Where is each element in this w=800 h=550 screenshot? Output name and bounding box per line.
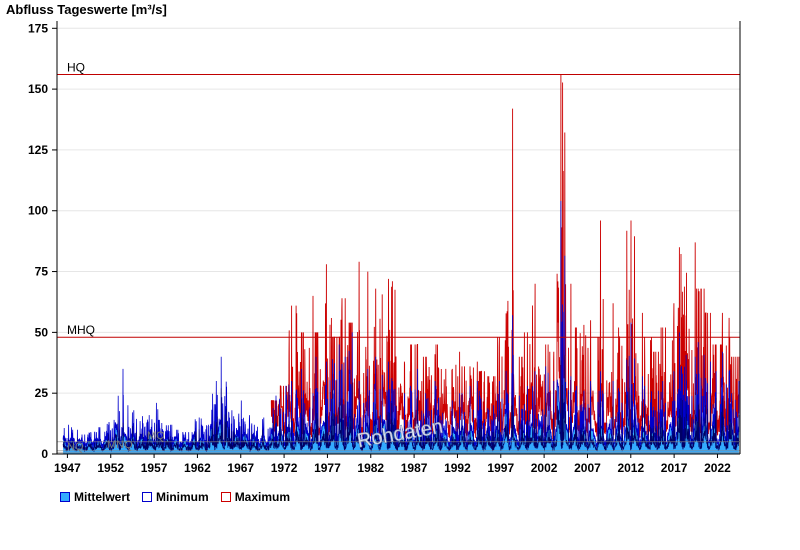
legend-item-mittelwert: Mittelwert [60,490,130,504]
x-tick-label: 1982 [357,461,384,475]
x-tick-label: 1992 [444,461,471,475]
x-tick-label: 1987 [401,461,428,475]
y-tick-label: 0 [41,447,48,461]
legend-item-maximum: Maximum [220,490,291,504]
y-tick-label: 150 [28,82,48,96]
x-tick-label: 1957 [141,461,168,475]
x-tick-label: 1977 [314,461,341,475]
series-minimum [62,355,740,453]
y-tick-label: 100 [28,204,48,218]
y-tick-label: 175 [28,21,48,35]
ref-label-nq: NQ [67,441,84,453]
series-layer [62,74,740,454]
legend-label: Maximum [234,490,291,504]
legend: Mittelwert Minimum Maximum [60,490,290,504]
x-tick-label: 1972 [271,461,298,475]
x-tick-label: 2012 [617,461,644,475]
legend-label: Mittelwert [74,490,131,504]
axes: 0 25 50 75 100 125 150 175 1947 1952 1957 1962 1967 1… [28,21,741,475]
x-tick-label: 2007 [574,461,601,475]
y-tick-label: 50 [35,325,49,339]
x-tick-label: 2017 [661,461,688,475]
y-tick-label: 75 [35,265,49,279]
chart-title: Abfluss Tageswerte [m³/s] [6,2,167,17]
x-tick-label: 1997 [487,461,514,475]
grid-layer [57,27,740,394]
ref-label-hq: HQ [67,61,85,75]
y-tick-label: 25 [35,386,49,400]
reference-lines: HQ MHQ MQ MNQ NQ [57,61,740,454]
x-tick-label: 1947 [54,461,81,475]
x-tick-label: 2002 [531,461,558,475]
x-tick-label: 2022 [704,461,731,475]
ref-label-mhq: MHQ [67,323,95,337]
legend-swatch [60,492,70,502]
legend-label: Minimum [156,490,209,504]
x-tick-label: 1962 [184,461,211,475]
y-tick-label: 125 [28,143,48,157]
x-tick-label: 1952 [97,461,124,475]
x-tick-label: 1967 [227,461,254,475]
legend-swatch [220,492,231,502]
ref-label-mnq: MNQ [107,439,133,451]
ref-label-mq: MQ [147,430,165,442]
legend-item-minimum: Minimum [142,490,209,504]
legend-swatch [142,492,153,502]
